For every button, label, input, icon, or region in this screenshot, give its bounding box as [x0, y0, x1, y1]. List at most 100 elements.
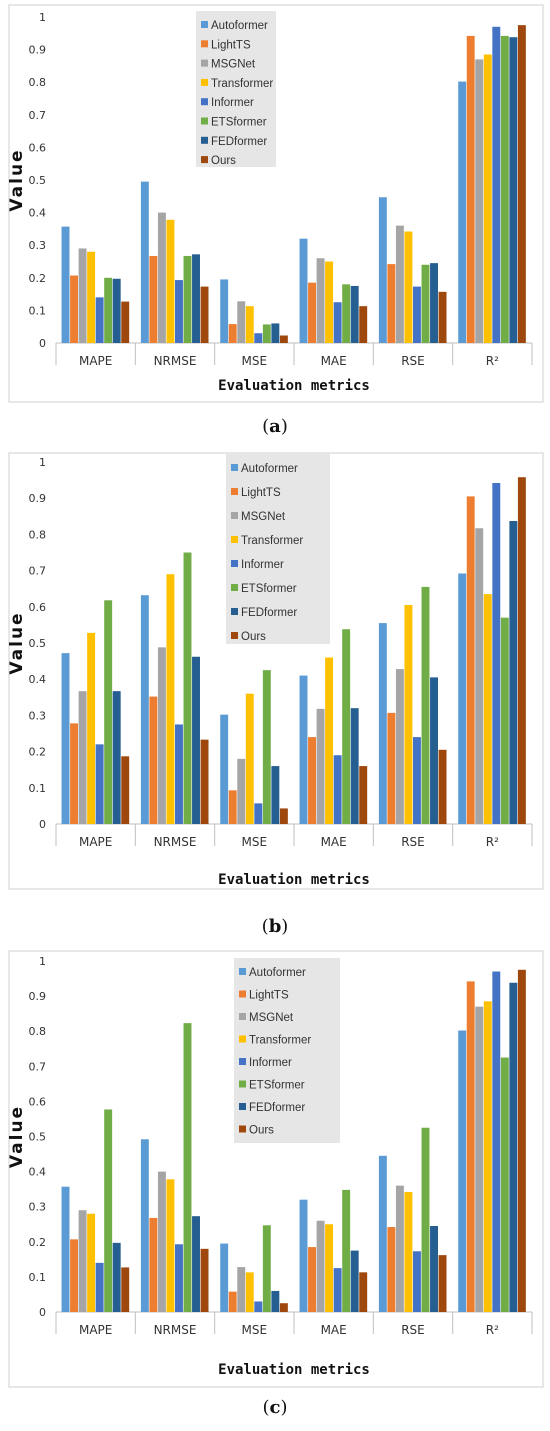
x-tick-label: NRMSE	[154, 354, 197, 368]
bar-msgnet-3	[316, 1220, 325, 1312]
bar-autoformer-4	[378, 623, 387, 824]
x-tick-label: R²	[486, 835, 499, 849]
bar-ours-1	[200, 1248, 209, 1312]
bar-etsformer-4	[421, 1127, 430, 1312]
legend-swatch	[239, 968, 246, 975]
bar-msgnet-5	[475, 528, 484, 824]
bar-transformer-2	[245, 306, 254, 343]
legend-swatch	[231, 464, 238, 471]
bar-etsformer-0	[104, 600, 113, 824]
y-tick-label: 0.9	[29, 990, 47, 1003]
bar-etsformer-1	[183, 255, 192, 343]
bar-msgnet-0	[78, 691, 87, 824]
x-axis-title: Evaluation metrics	[218, 1362, 370, 1378]
bar-transformer-2	[245, 693, 254, 824]
bar-fedformer-0	[112, 278, 121, 343]
bar-etsformer-3	[342, 629, 351, 824]
bar-lightts-1	[149, 696, 158, 824]
bar-ours-0	[121, 301, 130, 343]
legend-swatch	[231, 512, 238, 519]
bar-informer-2	[254, 1301, 263, 1312]
panel-label-c: (c)	[262, 1397, 288, 1418]
bar-autoformer-0	[61, 226, 70, 343]
legend	[234, 958, 340, 1143]
bar-autoformer-1	[140, 181, 149, 343]
bar-informer-1	[175, 724, 183, 824]
bar-msgnet-2	[237, 758, 246, 824]
bar-msgnet-1	[157, 1171, 166, 1312]
x-tick-label: RSE	[401, 354, 425, 368]
panel-label-a: (a)	[262, 416, 288, 437]
legend-label: FEDformer	[249, 1102, 305, 1114]
bar-etsformer-3	[342, 284, 351, 343]
bar-fedformer-0	[112, 691, 121, 824]
y-tick-label: 0.8	[29, 528, 47, 541]
bar-transformer-0	[87, 1213, 96, 1312]
bar-transformer-4	[404, 231, 413, 343]
bar-msgnet-3	[316, 258, 325, 343]
y-axis-title: Value	[7, 1105, 27, 1168]
legend-label: LightTS	[249, 990, 289, 1002]
bar-transformer-4	[404, 604, 413, 824]
bar-transformer-3	[325, 261, 334, 343]
bar-etsformer-0	[104, 277, 113, 343]
bar-transformer-2	[245, 1272, 254, 1312]
chart-b: 0 0.1 0.2 0.3 0.4 0.5 0.6 0.7 0.8 0.9 1 Value MAPE NR…	[7, 452, 544, 890]
legend-swatch	[201, 59, 208, 67]
bar-informer-3	[333, 302, 342, 343]
bar-lightts-2	[228, 790, 237, 824]
bar-msgnet-1	[157, 212, 166, 343]
bar-lightts-0	[70, 723, 79, 824]
bar-informer-2	[254, 333, 263, 343]
bar-ours-2	[279, 808, 288, 824]
legend-label: LightTS	[211, 39, 251, 51]
legend-label: Informer	[211, 97, 254, 109]
legend-swatch	[239, 1058, 246, 1065]
bar-ours-4	[438, 749, 447, 824]
bar-transformer-4	[404, 1191, 413, 1312]
chart-a: 0 0.1 0.2 0.3 0.4 0.5 0.6 0.7 0.8 0.9 1 Value MAPE NR…	[7, 4, 544, 403]
bar-msgnet-1	[157, 647, 166, 824]
legend-label: MSGNet	[211, 59, 256, 71]
bar-lightts-5	[466, 496, 475, 824]
legend-label: LightTS	[241, 487, 281, 499]
chart-frame	[8, 4, 544, 403]
legend-label: Ours	[211, 155, 236, 167]
bar-etsformer-2	[262, 670, 271, 824]
bar-informer-3	[333, 755, 342, 824]
legend-label: Transformer	[241, 535, 303, 547]
bar-msgnet-2	[237, 301, 246, 343]
bar-transformer-5	[483, 594, 492, 824]
y-tick-label: 0	[39, 1306, 46, 1319]
x-tick-label: MSE	[242, 1323, 268, 1337]
bar-transformer-5	[483, 1001, 492, 1312]
bar-lightts-1	[149, 255, 158, 343]
legend-swatch	[201, 136, 208, 144]
bar-autoformer-4	[378, 1155, 387, 1312]
y-tick-label: 0.1	[29, 782, 47, 795]
bar-informer-2	[254, 803, 263, 824]
legend-swatch	[231, 536, 238, 543]
x-tick-label: MAE	[321, 1323, 347, 1337]
x-tick-label: MSE	[242, 354, 268, 368]
bar-msgnet-4	[395, 225, 404, 343]
legend-swatch	[201, 156, 208, 164]
legend-label: Transformer	[249, 1035, 311, 1047]
bar-transformer-0	[87, 632, 96, 824]
bar-etsformer-0	[104, 1109, 113, 1312]
bar-ours-5	[517, 25, 526, 344]
y-tick-label: 0.1	[29, 1271, 47, 1284]
y-tick-label: 0.4	[29, 673, 47, 686]
y-tick-label: 0.7	[29, 565, 47, 578]
legend-swatch	[239, 1013, 246, 1020]
bar-fedformer-2	[271, 323, 280, 343]
bar-ours-0	[121, 1267, 130, 1312]
bar-informer-5	[492, 971, 501, 1312]
bar-lightts-4	[387, 712, 396, 824]
bar-autoformer-1	[140, 595, 149, 824]
bar-etsformer-2	[262, 1225, 271, 1312]
x-tick-label: MAE	[321, 354, 347, 368]
bar-fedformer-2	[271, 1290, 280, 1312]
bar-lightts-4	[387, 264, 396, 343]
bar-ours-4	[438, 1255, 447, 1312]
